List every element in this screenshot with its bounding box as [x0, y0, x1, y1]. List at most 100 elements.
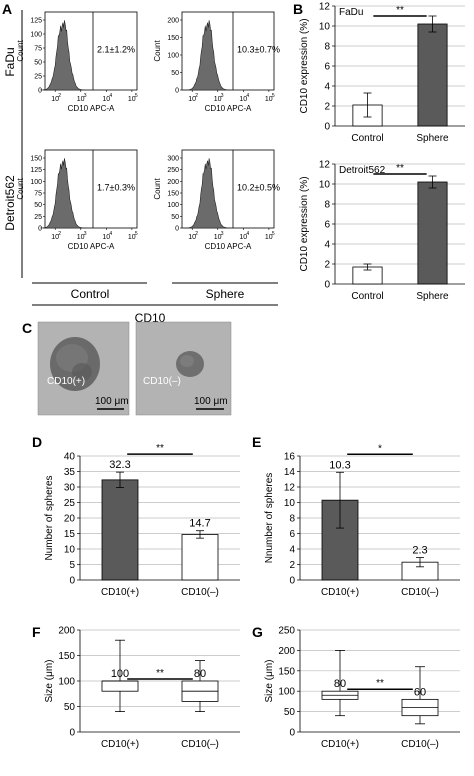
y-tick-label: 25 — [64, 498, 76, 509]
x-tick-label: 10 — [265, 234, 273, 241]
bar — [101, 479, 139, 581]
y-axis-label: Nnumber of spheres — [264, 473, 275, 564]
y-tick-label: 0 — [175, 88, 179, 95]
y-tick-label: 75 — [34, 46, 42, 53]
category-label: Control — [351, 133, 383, 144]
x-tick-exponent: 5 — [135, 231, 138, 237]
y-axis-label: Size (μm) — [264, 660, 275, 703]
y-tick-label: 100 — [167, 202, 179, 209]
value-label: 14.7 — [189, 518, 210, 530]
category-label: Sphere — [416, 133, 449, 144]
x-tick-label: 10 — [51, 96, 59, 103]
chart-d: 0 5 10 15 20 25 30 35 40 Number of spheres CD10(+)… — [44, 443, 240, 598]
scale-label-positive: 100 μm — [95, 396, 129, 407]
value-label: 80 — [194, 668, 206, 680]
bar — [417, 23, 448, 127]
micrograph-cd10-negative: CD10(–) 100 μm — [135, 321, 232, 416]
y-tick-label: 6 — [324, 62, 330, 73]
chart-g: 0 50 100 150 200 250 Size (μm) CD10(+) 80 CD10(–)… — [264, 626, 460, 750]
micrograph-label-positive: CD10(+) — [47, 376, 85, 387]
y-tick-label: 0 — [38, 88, 42, 95]
x-tick-exponent: 3 — [221, 93, 224, 99]
box — [101, 680, 139, 692]
x-tick-label: 10 — [214, 96, 222, 103]
y-tick-label: 150 — [58, 651, 75, 662]
x-axis-label: CD10 APC-A — [68, 104, 115, 113]
x-tick-exponent: 4 — [246, 231, 249, 237]
y-tick-label: 200 — [167, 179, 179, 186]
y-tick-label: 200 — [58, 626, 75, 637]
panel-letter-b: B — [293, 1, 303, 17]
y-axis-label: CD10 expression (%) — [299, 18, 310, 113]
y-tick-label: 8 — [324, 200, 330, 211]
y-tick-label: 15 — [64, 529, 76, 540]
x-tick-exponent: 3 — [84, 93, 87, 99]
x-tick-exponent: 4 — [246, 93, 249, 99]
y-tick-label: 25 — [34, 214, 42, 221]
significance-label: ** — [396, 163, 404, 174]
cd10-footer-label: CD10 — [135, 311, 166, 325]
x-axis-label: CD10 APC-A — [205, 242, 252, 251]
y-tick-label: 30 — [64, 483, 76, 494]
y-tick-label: 4 — [289, 545, 295, 556]
x-tick-label: 10 — [102, 234, 110, 241]
chart-e: 0 2 4 6 8 10 12 14 16 Nnumber of spheres CD10(+) 10… — [264, 443, 460, 598]
percentage-label: 2.1±1.2% — [97, 45, 135, 55]
y-tick-label: 10 — [319, 180, 331, 191]
micrograph-cd10-positive: CD10(+) 100 μm — [37, 321, 130, 416]
y-tick-label: 50 — [64, 702, 76, 713]
category-label: CD10(–) — [181, 739, 219, 750]
x-tick-exponent: 2 — [58, 231, 61, 237]
x-axis-label: CD10 APC-A — [68, 242, 115, 251]
micrograph-label-negative: CD10(–) — [143, 376, 181, 387]
y-tick-label: 2 — [289, 560, 295, 571]
category-label: CD10(+) — [321, 739, 359, 750]
scale-label-negative: 100 μm — [194, 396, 228, 407]
x-tick-label: 10 — [188, 234, 196, 241]
x-tick-exponent: 5 — [272, 231, 275, 237]
y-tick-label: 250 — [278, 626, 295, 637]
y-tick-label: 12 — [284, 483, 296, 494]
chart-title: Detroit562 — [339, 165, 386, 176]
y-tick-label: 100 — [30, 179, 42, 186]
value-label: 60 — [414, 686, 426, 698]
y-tick-label: 12 — [319, 160, 331, 171]
y-tick-label: 250 — [167, 167, 179, 174]
x-tick-exponent: 4 — [109, 93, 112, 99]
y-tick-label: 10 — [319, 22, 331, 33]
y-tick-label: 4 — [324, 240, 330, 251]
category-label: Sphere — [416, 291, 449, 302]
x-tick-label: 10 — [128, 234, 136, 241]
y-tick-label: 50 — [34, 202, 42, 209]
histogram-frame — [44, 149, 138, 229]
category-label: Control — [351, 291, 383, 302]
x-tick-label: 10 — [188, 96, 196, 103]
x-tick-label: 10 — [265, 96, 273, 103]
y-tick-label: 0 — [289, 576, 295, 587]
histogram-frame — [44, 11, 138, 91]
category-label: CD10(+) — [101, 587, 139, 598]
y-axis-label: Number of spheres — [44, 475, 55, 560]
category-label: CD10(+) — [321, 587, 359, 598]
x-tick-label: 10 — [128, 96, 136, 103]
x-axis-label: CD10 APC-A — [205, 104, 252, 113]
chart-b-fadu: 0 2 4 6 8 10 12 CD10 expression (%) FaDu Control S… — [299, 2, 465, 144]
x-tick-exponent: 2 — [195, 231, 198, 237]
y-axis-label: Count — [16, 178, 25, 200]
y-tick-label: 10 — [284, 498, 296, 509]
y-tick-label: 20 — [64, 514, 76, 525]
bar — [181, 534, 219, 581]
y-tick-label: 150 — [30, 156, 42, 163]
y-tick-label: 8 — [324, 42, 330, 53]
panel-letter-a: A — [2, 1, 12, 17]
x-tick-label: 10 — [77, 96, 85, 103]
y-tick-label: 0 — [289, 728, 295, 739]
x-tick-label: 10 — [51, 234, 59, 241]
panel-letter-c: C — [22, 320, 32, 336]
y-axis-label: Size (μm) — [44, 660, 55, 703]
x-tick-label: 10 — [239, 234, 247, 241]
y-tick-label: 0 — [38, 226, 42, 233]
value-label: 80 — [334, 678, 346, 690]
